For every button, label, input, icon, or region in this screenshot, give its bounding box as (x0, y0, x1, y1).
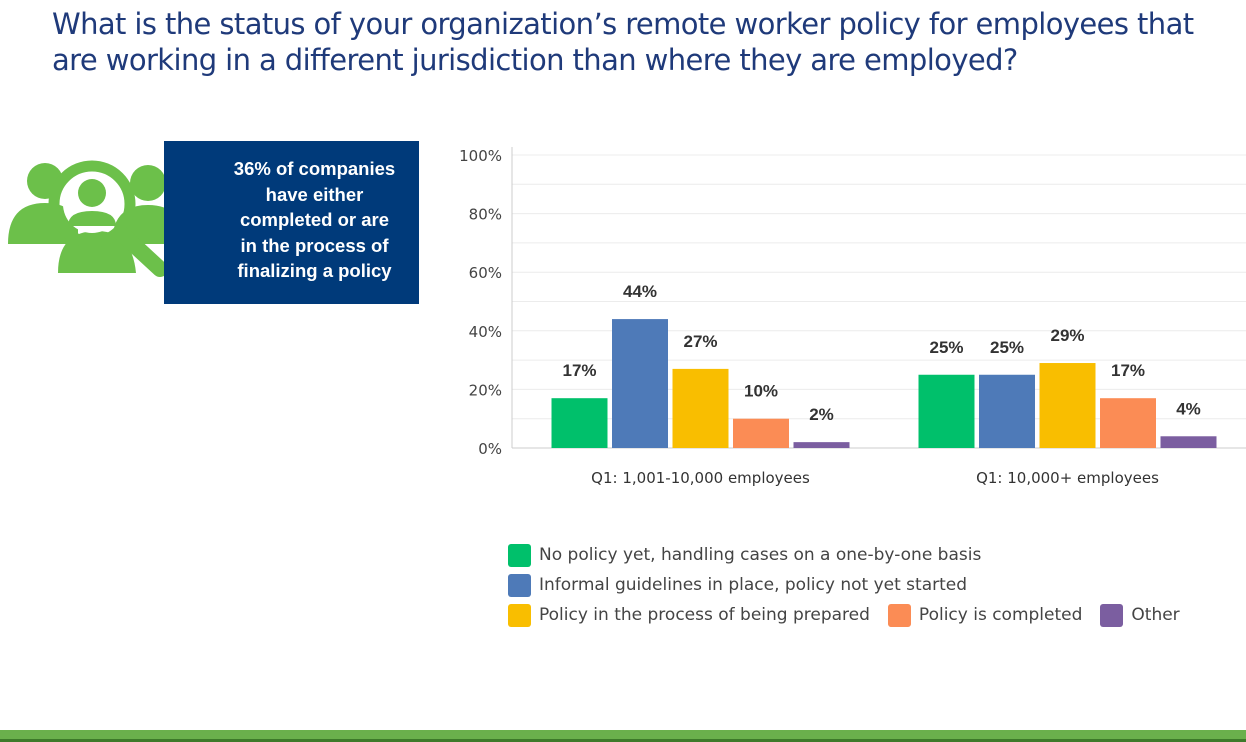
legend-item-other: Other (1100, 603, 1180, 627)
y-tick-label: 80% (469, 206, 502, 224)
callout-panel (0, 141, 420, 304)
bar (733, 418, 789, 448)
legend-item-no-policy: No policy yet, handling cases on a one-b… (508, 543, 982, 567)
legend-item-informal: Informal guidelines in place, policy not… (508, 573, 968, 597)
legend-item-in-process: Policy in the process of being prepared (508, 603, 870, 627)
bar-chart: 0% 20% 40% 60% 80% 100% 17% 44% 27% 10% 2% Q1: 1,00… (459, 147, 1246, 487)
bar (551, 398, 608, 448)
legend-item-completed: Policy is completed (887, 603, 1083, 627)
x-category-label: Q1: 10,000+ employees (976, 469, 1159, 487)
callout-line: have either (265, 183, 364, 205)
x-category-label: Q1: 1,001-10,000 employees (591, 469, 810, 487)
slide-title: What is the status of your organization’… (52, 7, 1194, 77)
y-tick-label: 40% (469, 323, 502, 341)
legend-swatch (508, 603, 531, 627)
bar (672, 368, 729, 448)
legend-label: Other (1131, 605, 1180, 625)
bar (1160, 436, 1217, 448)
legend-swatch (1100, 603, 1124, 627)
legend-label: Policy is completed (918, 605, 1083, 625)
callout-text: 36% of companies have either completed o… (212, 156, 417, 284)
y-tick-label: 100% (459, 147, 502, 165)
bar (793, 442, 850, 448)
callout-box (164, 141, 419, 304)
bar (612, 319, 668, 448)
bar (1039, 363, 1096, 448)
chart-legend: No policy yet, handling cases on a one-b… (508, 540, 1238, 630)
bar (1100, 398, 1156, 448)
legend-label: Policy in the process of being prepared (539, 605, 870, 625)
callout-line: in the process of (240, 234, 389, 256)
legend-label: Informal guidelines in place, policy not… (539, 575, 968, 595)
data-label: 4% (1176, 399, 1201, 418)
data-label: 17% (1111, 361, 1145, 380)
legend-swatch (887, 603, 911, 627)
y-tick-label: 60% (469, 264, 502, 282)
legend-label: No policy yet, handling cases on a one-b… (539, 545, 982, 565)
footer-bar (0, 730, 1246, 742)
data-label: 29% (1050, 326, 1084, 345)
callout-line: 36% of companies (233, 158, 396, 179)
data-label: 25% (929, 338, 963, 357)
people-magnifier-icon (8, 141, 230, 304)
data-label: 10% (744, 382, 778, 401)
bar (979, 374, 1035, 448)
callout-line: finalizing a policy (237, 260, 392, 281)
data-label: 27% (683, 332, 717, 351)
data-label: 25% (990, 338, 1024, 357)
legend-swatch (508, 543, 531, 567)
callout-line: completed or are (239, 209, 390, 230)
y-tick-label: 0% (478, 440, 502, 458)
y-tick-label: 20% (469, 381, 502, 399)
data-label: 2% (809, 405, 834, 424)
bar (918, 374, 975, 448)
legend-swatch (508, 573, 531, 597)
data-label: 44% (623, 282, 657, 301)
data-label: 17% (562, 361, 596, 380)
